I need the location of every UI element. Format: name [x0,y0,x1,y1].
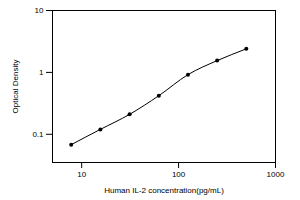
svg-text:Optical Density: Optical Density [11,60,20,114]
svg-text:10: 10 [35,6,44,15]
svg-text:0.1: 0.1 [32,130,44,139]
svg-text:10: 10 [77,170,86,179]
svg-text:Human IL-2 concentration(pg/mL: Human IL-2 concentration(pg/mL) [104,186,224,195]
svg-text:100: 100 [172,170,186,179]
svg-text:1000: 1000 [267,170,285,179]
svg-text:1: 1 [39,68,44,77]
